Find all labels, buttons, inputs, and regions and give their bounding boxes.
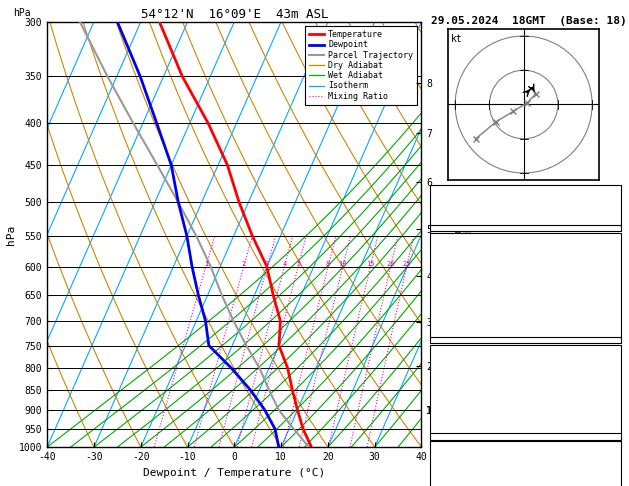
Text: K: K bbox=[433, 185, 439, 195]
Text: CIN (J): CIN (J) bbox=[433, 425, 474, 435]
Text: Pressure (mb): Pressure (mb) bbox=[433, 361, 509, 371]
Text: 9.8: 9.8 bbox=[601, 265, 619, 275]
Y-axis label: hPa: hPa bbox=[6, 225, 16, 244]
Text: 4: 4 bbox=[613, 393, 619, 403]
Text: 1: 1 bbox=[204, 260, 208, 267]
Text: 310: 310 bbox=[601, 377, 619, 387]
Text: 2: 2 bbox=[613, 313, 619, 323]
Text: 2: 2 bbox=[613, 409, 619, 419]
Text: PW (cm): PW (cm) bbox=[433, 217, 474, 227]
Text: 4: 4 bbox=[613, 297, 619, 307]
Text: 20: 20 bbox=[386, 260, 395, 267]
Text: 29.05.2024  18GMT  (Base: 18): 29.05.2024 18GMT (Base: 18) bbox=[431, 16, 626, 26]
Text: © weatheronline.co.uk: © weatheronline.co.uk bbox=[470, 481, 583, 486]
Text: CAPE (J): CAPE (J) bbox=[433, 409, 481, 419]
Text: 310: 310 bbox=[601, 281, 619, 291]
Text: 1: 1 bbox=[613, 425, 619, 435]
Text: Lifted Index: Lifted Index bbox=[433, 393, 504, 403]
Text: 1.34: 1.34 bbox=[596, 217, 619, 227]
Text: 2: 2 bbox=[242, 260, 246, 267]
Text: 13: 13 bbox=[607, 473, 619, 484]
Text: kt: kt bbox=[452, 34, 463, 44]
Text: 1011: 1011 bbox=[596, 361, 619, 371]
Text: CIN (J): CIN (J) bbox=[433, 329, 474, 339]
Text: SREH: SREH bbox=[433, 473, 457, 484]
Text: Most Unstable: Most Unstable bbox=[487, 345, 564, 355]
Legend: Temperature, Dewpoint, Parcel Trajectory, Dry Adiabat, Wet Adiabat, Isotherm, Mi: Temperature, Dewpoint, Parcel Trajectory… bbox=[305, 26, 417, 105]
Text: 5: 5 bbox=[296, 260, 300, 267]
Text: Hodograph: Hodograph bbox=[499, 441, 552, 451]
Text: θε (K): θε (K) bbox=[433, 377, 469, 387]
Text: 17: 17 bbox=[607, 249, 619, 259]
Text: 4: 4 bbox=[282, 260, 287, 267]
Text: 25: 25 bbox=[403, 260, 411, 267]
Text: 37: 37 bbox=[607, 201, 619, 211]
Text: 1: 1 bbox=[613, 329, 619, 339]
Text: CAPE (J): CAPE (J) bbox=[433, 313, 481, 323]
Text: 15: 15 bbox=[366, 260, 375, 267]
Y-axis label: km
ASL: km ASL bbox=[453, 226, 474, 243]
Text: θε(K): θε(K) bbox=[433, 281, 463, 291]
Text: -2: -2 bbox=[607, 185, 619, 195]
Text: Totals Totals: Totals Totals bbox=[433, 201, 509, 211]
Text: Lifted Index: Lifted Index bbox=[433, 297, 504, 307]
Title: 54°12'N  16°09'E  43m ASL: 54°12'N 16°09'E 43m ASL bbox=[140, 8, 328, 21]
Text: EH: EH bbox=[433, 457, 445, 468]
Text: hPa: hPa bbox=[13, 8, 31, 17]
Text: 3: 3 bbox=[265, 260, 269, 267]
Text: 8: 8 bbox=[326, 260, 330, 267]
Text: 10: 10 bbox=[338, 260, 347, 267]
Text: Dewp (°C): Dewp (°C) bbox=[433, 265, 486, 275]
Text: Surface: Surface bbox=[505, 233, 546, 243]
Text: Temp (°C): Temp (°C) bbox=[433, 249, 486, 259]
Text: 0: 0 bbox=[613, 457, 619, 468]
X-axis label: Dewpoint / Temperature (°C): Dewpoint / Temperature (°C) bbox=[143, 468, 325, 478]
